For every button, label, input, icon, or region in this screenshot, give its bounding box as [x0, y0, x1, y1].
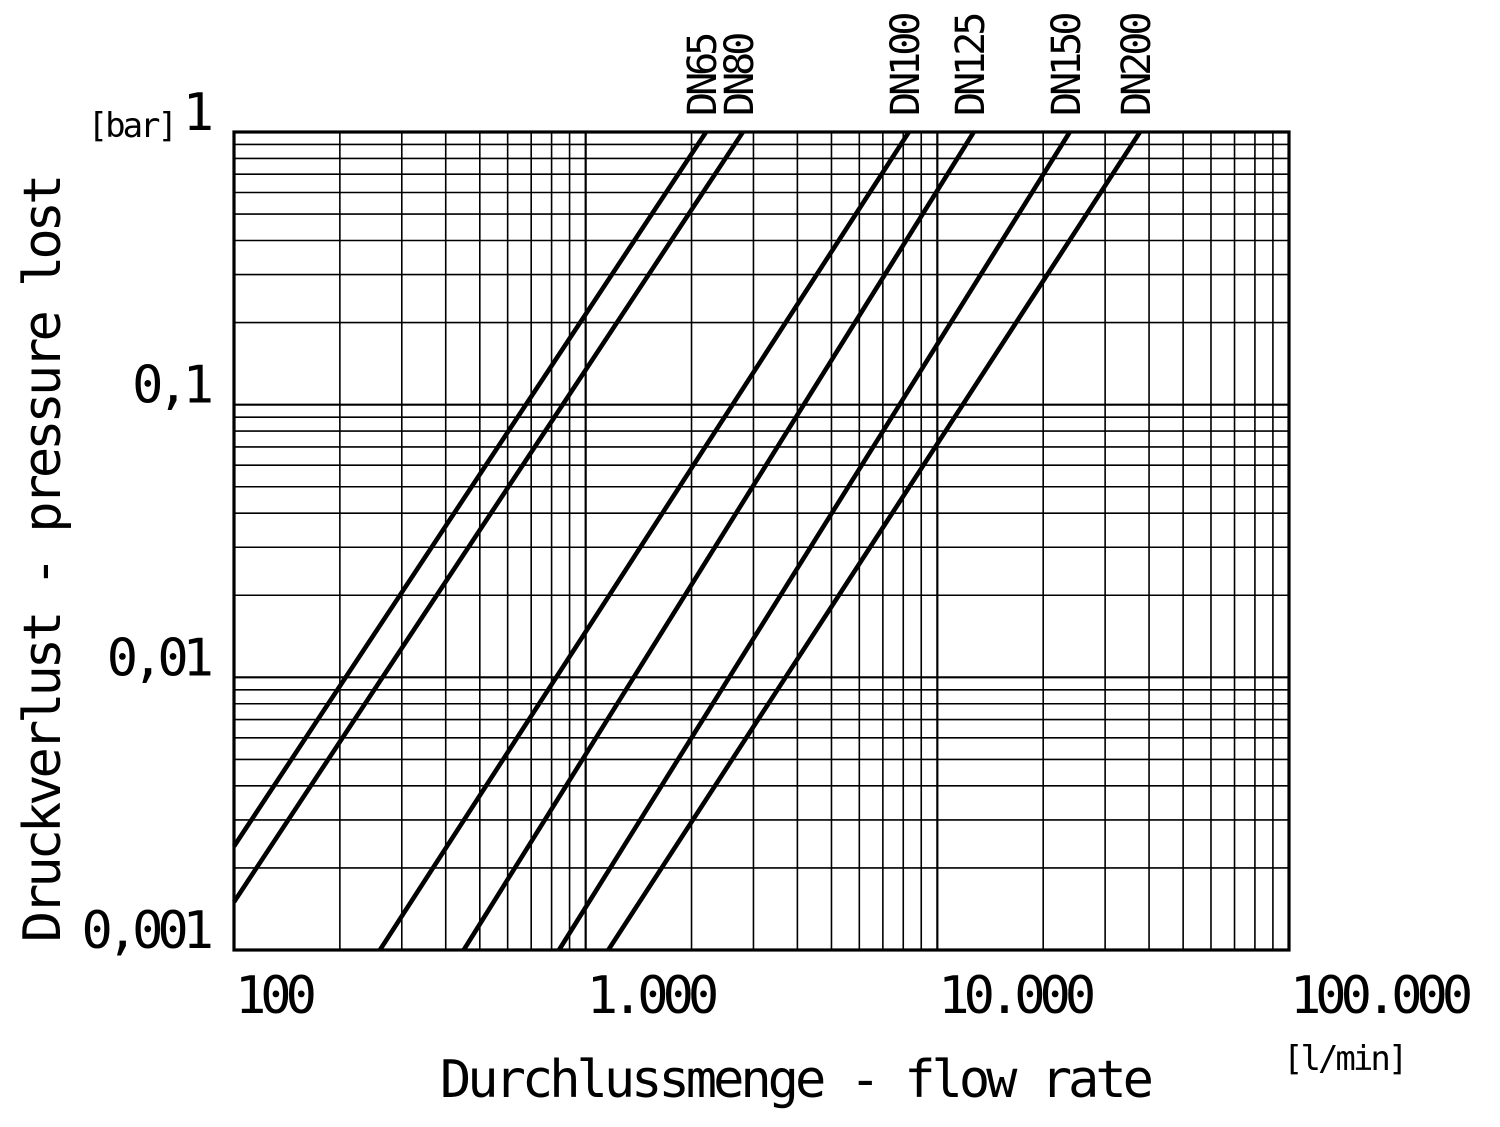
- curve-DN80: [232, 130, 745, 904]
- curve-DN65: [232, 130, 709, 848]
- y-tick-label: 1: [183, 83, 211, 143]
- y-tick-label: 0,1: [132, 356, 211, 416]
- y-tick-label: 0,001: [81, 901, 210, 961]
- plot-border: [232, 130, 1291, 952]
- y-axis-title: Druckverlust - pressure lost: [13, 178, 73, 943]
- series-label-DN80: DN80: [717, 34, 763, 116]
- x-tick-label: 1.000: [587, 966, 716, 1026]
- y-axis-unit: [bar]: [88, 106, 175, 146]
- curves: [232, 130, 1142, 952]
- x-tick-label: 100: [235, 966, 314, 1026]
- y-tick-label: 0,01: [107, 628, 211, 688]
- grid: [234, 132, 1289, 950]
- series-label-DN200: DN200: [1114, 14, 1160, 116]
- x-tick-label: 10.000: [938, 966, 1093, 1026]
- curve-DN100: [377, 130, 911, 952]
- series-label-DN150: DN150: [1044, 14, 1090, 116]
- series-label-DN65: DN65: [680, 35, 726, 116]
- tick-labels: 100 1.000 10.000 100.000 1 0,1 0,01 0,001: [81, 83, 1475, 1026]
- curve-DN150: [557, 130, 1072, 952]
- curve-DN200: [606, 130, 1142, 952]
- x-axis-unit: [l/min]: [1283, 1039, 1405, 1079]
- series-label-DN100: DN100: [883, 14, 929, 116]
- x-tick-label: 100.000: [1290, 966, 1470, 1026]
- x-axis-title: Durchlussmenge - flow rate: [440, 1050, 1152, 1110]
- curve-DN125: [461, 130, 976, 952]
- series-label-DN125: DN125: [948, 15, 994, 116]
